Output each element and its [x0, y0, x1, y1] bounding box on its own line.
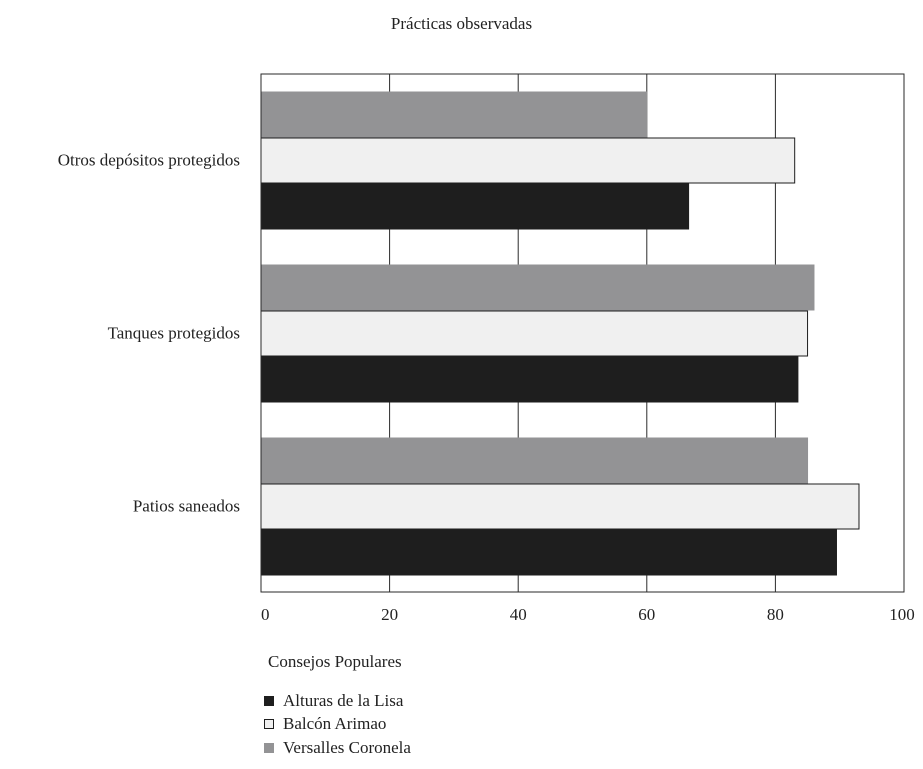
chart-title: Prácticas observadas	[390, 14, 533, 33]
bar	[260, 356, 799, 403]
x-tick-label: 20	[381, 605, 398, 624]
legend: Alturas de la Lisa Balcón Arimao Versall…	[264, 689, 411, 760]
category-label: Patios saneados	[133, 497, 240, 516]
legend-item-balcon-arimao: Balcón Arimao	[264, 713, 411, 737]
legend-swatch	[264, 695, 274, 706]
x-tick-label: 40	[510, 605, 527, 624]
legend-item-alturas-de-la-lisa: Alturas de la Lisa	[264, 689, 411, 713]
legend-title: Consejos Populares	[268, 652, 402, 671]
bar	[260, 183, 690, 230]
category-label: Otros depósitos protegidos	[58, 151, 240, 170]
bar	[260, 137, 796, 184]
legend-label: Alturas de la Lisa	[283, 690, 404, 710]
x-tick-label: 0	[261, 605, 270, 624]
plot-frame	[260, 73, 905, 593]
bar	[260, 310, 809, 357]
bar	[260, 437, 809, 484]
legend-label: Balcón Arimao	[283, 714, 387, 734]
x-tick-label: 80	[767, 605, 784, 624]
x-tick-label: 100	[889, 605, 915, 624]
bar	[260, 91, 648, 138]
legend-item-versalles-coronela: Versalles Coronela	[264, 736, 411, 760]
axes: Otros depósitos protegidos Tanques proteg…	[58, 73, 915, 624]
x-tick-label: 60	[638, 605, 655, 624]
bar	[260, 529, 837, 576]
legend-label: Versalles Coronela	[283, 737, 411, 757]
legend-swatch	[264, 742, 274, 753]
bar	[260, 483, 860, 530]
bar	[260, 264, 815, 311]
bars	[260, 91, 860, 576]
legend-swatch	[264, 719, 274, 730]
bar-chart: Otros depósitos protegidos Tanques proteg…	[58, 73, 915, 624]
category-label: Tanques protegidos	[108, 324, 240, 343]
